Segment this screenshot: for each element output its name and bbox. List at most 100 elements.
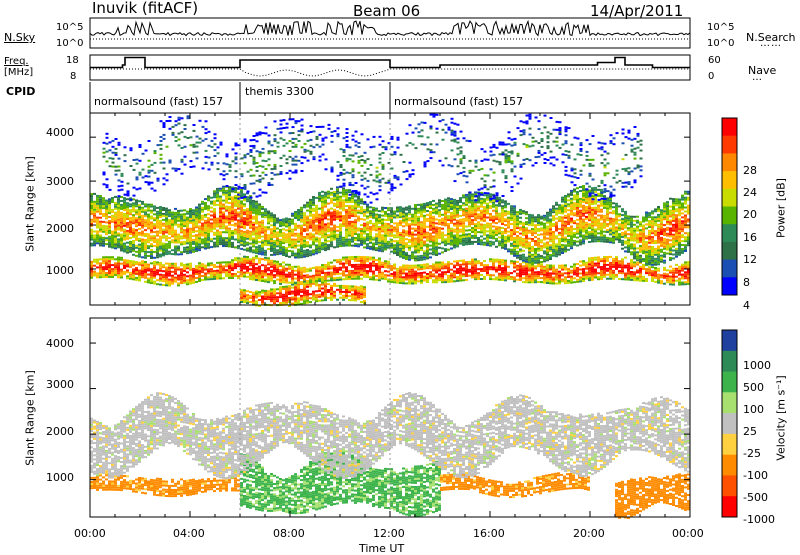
heatmap-cell bbox=[384, 223, 387, 225]
heatmap-cell bbox=[345, 215, 348, 217]
heatmap-cell bbox=[453, 239, 456, 241]
heatmap-cell bbox=[252, 242, 255, 244]
heatmap-cell bbox=[525, 241, 528, 243]
heatmap-cell bbox=[261, 212, 264, 214]
heatmap-cell bbox=[90, 233, 93, 235]
heatmap-cell bbox=[588, 259, 591, 261]
heatmap-cell bbox=[126, 212, 129, 214]
heatmap-cell bbox=[138, 278, 141, 280]
heatmap-cell bbox=[189, 263, 192, 265]
heatmap-cell bbox=[111, 235, 114, 237]
heatmap-cell bbox=[393, 228, 396, 230]
heatmap-cell bbox=[486, 238, 489, 240]
heatmap-cell bbox=[582, 260, 585, 262]
heatmap-cell bbox=[234, 257, 237, 259]
heatmap-cell bbox=[303, 212, 306, 214]
heatmap-cell bbox=[525, 269, 528, 271]
heatmap-cell bbox=[126, 208, 129, 210]
heatmap-cell bbox=[468, 271, 471, 273]
freq-tick-low: 8 bbox=[70, 71, 76, 82]
heatmap-cell bbox=[183, 233, 186, 235]
heatmap-cell bbox=[297, 219, 300, 221]
heatmap-cell bbox=[273, 220, 276, 222]
heatmap-cell bbox=[180, 274, 183, 276]
heatmap-cell bbox=[513, 209, 516, 211]
heatmap-cell bbox=[405, 244, 408, 246]
heatmap-cell bbox=[156, 273, 159, 275]
heatmap-cell bbox=[249, 264, 252, 266]
heatmap-cell bbox=[399, 272, 402, 274]
heatmap-cell bbox=[240, 265, 243, 267]
heatmap-cell bbox=[174, 208, 177, 210]
heatmap-cell bbox=[138, 256, 141, 258]
heatmap-cell bbox=[294, 241, 297, 243]
heatmap-cell bbox=[363, 258, 366, 260]
heatmap-cell bbox=[657, 268, 660, 270]
heatmap-cell bbox=[402, 268, 405, 270]
heatmap-cell bbox=[276, 245, 279, 247]
heatmap-cell bbox=[234, 203, 237, 205]
heatmap-cell bbox=[504, 236, 507, 238]
heatmap-cell bbox=[372, 275, 375, 277]
heatmap-cell bbox=[663, 267, 666, 269]
heatmap-cell bbox=[132, 208, 135, 210]
heatmap-cell bbox=[339, 279, 342, 281]
heatmap-cell bbox=[441, 271, 444, 273]
heatmap-cell bbox=[546, 266, 549, 268]
heatmap-cell bbox=[390, 217, 393, 219]
heatmap-cell bbox=[522, 210, 525, 212]
heatmap-cell bbox=[396, 232, 399, 234]
heatmap-cell bbox=[300, 229, 303, 231]
heatmap-cell bbox=[672, 282, 675, 284]
heatmap-cell bbox=[357, 228, 360, 230]
heatmap-cell bbox=[513, 251, 516, 253]
heatmap-cell bbox=[417, 204, 420, 206]
heatmap-cell bbox=[531, 277, 534, 279]
heatmap-cell bbox=[159, 230, 162, 232]
heatmap-cell bbox=[192, 274, 195, 276]
heatmap-cell bbox=[399, 248, 402, 250]
heatmap-cell bbox=[120, 200, 123, 202]
heatmap-cell bbox=[201, 217, 204, 219]
heatmap-cell bbox=[678, 270, 681, 272]
heatmap-cell bbox=[315, 219, 318, 221]
heatmap-cell bbox=[369, 236, 372, 238]
heatmap-cell bbox=[525, 262, 528, 264]
heatmap-cell bbox=[414, 238, 417, 240]
heatmap-cell bbox=[129, 197, 132, 199]
heatmap-cell bbox=[402, 219, 405, 221]
heatmap-cell bbox=[246, 236, 249, 238]
heatmap-cell bbox=[105, 227, 108, 229]
heatmap-cell bbox=[390, 243, 393, 245]
heatmap-cell bbox=[384, 247, 387, 249]
heatmap-cell bbox=[336, 234, 339, 236]
heatmap-cell bbox=[618, 264, 621, 266]
heatmap-cell bbox=[336, 244, 339, 246]
heatmap-cell bbox=[135, 239, 138, 241]
heatmap-cell bbox=[432, 279, 435, 281]
heatmap-cell bbox=[441, 279, 444, 281]
heatmap-cell bbox=[393, 213, 396, 215]
heatmap-cell bbox=[429, 235, 432, 237]
heatmap-cell bbox=[354, 201, 357, 203]
heatmap-cell bbox=[375, 225, 378, 227]
heatmap-cell bbox=[384, 249, 387, 251]
heatmap-cell bbox=[141, 221, 144, 223]
heatmap-cell bbox=[345, 209, 348, 211]
heatmap-cell bbox=[204, 198, 207, 200]
heatmap-cell bbox=[126, 250, 129, 252]
heatmap-cell bbox=[270, 232, 273, 234]
heatmap-cell bbox=[180, 210, 183, 212]
heatmap-cell bbox=[219, 262, 222, 264]
heatmap-cell bbox=[402, 245, 405, 247]
heatmap-cell bbox=[417, 210, 420, 212]
heatmap-cell bbox=[420, 206, 423, 208]
heatmap-cell bbox=[522, 232, 525, 234]
heatmap-cell bbox=[423, 211, 426, 213]
freq-tick-high: 18 bbox=[66, 55, 79, 66]
heatmap-cell bbox=[144, 209, 147, 211]
heatmap-cell bbox=[519, 229, 522, 231]
heatmap-cell bbox=[258, 262, 261, 264]
heatmap-cell bbox=[465, 267, 468, 269]
heatmap-cell bbox=[354, 194, 357, 196]
